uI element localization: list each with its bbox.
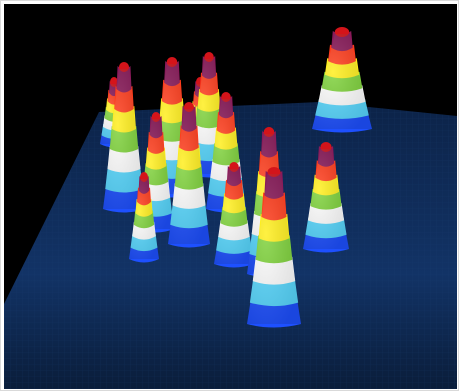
surface-plot-image: [4, 4, 457, 389]
